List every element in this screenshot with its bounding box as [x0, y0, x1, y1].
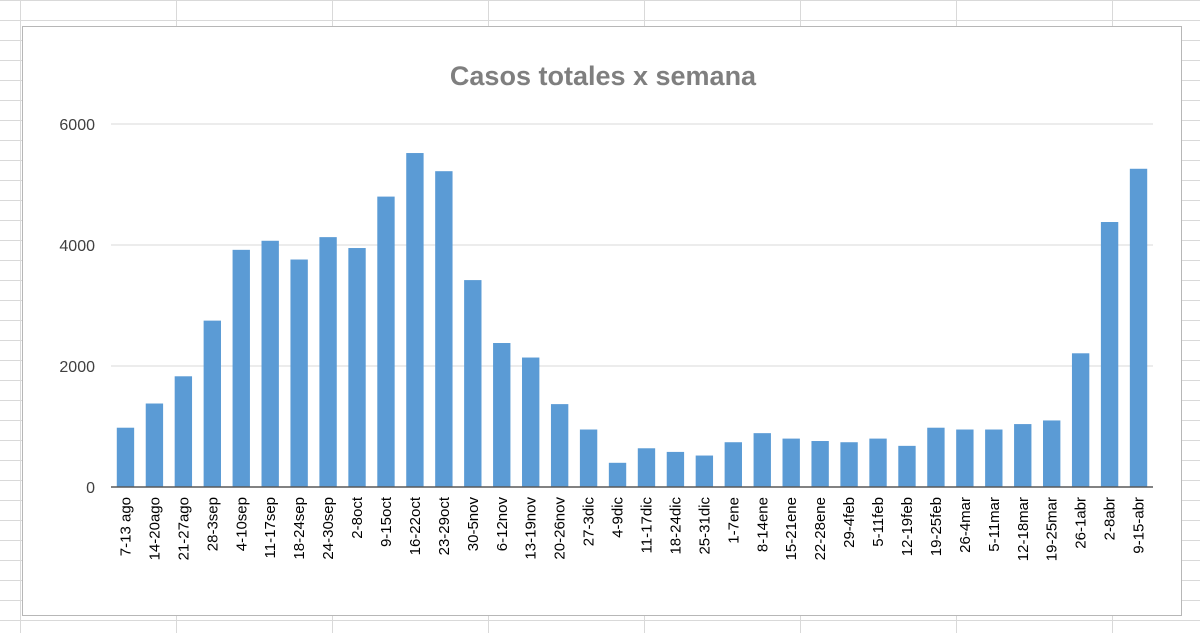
x-tick-label: 12-18mar — [1015, 497, 1032, 561]
y-tick-label: 2000 — [59, 359, 95, 376]
x-tick-label: 5-11feb — [870, 497, 887, 547]
gridlines — [111, 123, 1153, 367]
x-tick-label: 29-4feb — [841, 497, 858, 548]
bar — [753, 433, 771, 487]
x-tick-label: 26-1abr — [1073, 497, 1090, 549]
x-tick-label: 1-7ene — [725, 497, 742, 544]
bar — [956, 429, 974, 487]
bar — [608, 462, 627, 487]
bar — [406, 153, 424, 487]
bar — [261, 240, 279, 487]
x-tick-label: 22-28ene — [812, 497, 829, 560]
x-tick-label: 30-5nov — [465, 497, 482, 552]
bar — [782, 438, 800, 487]
x-tick-label: 5-11mar — [986, 497, 1003, 552]
bar — [232, 249, 250, 487]
bar — [637, 448, 656, 487]
bar — [869, 438, 887, 487]
x-tick-label: 6-12nov — [494, 497, 511, 552]
bar — [1014, 424, 1032, 487]
bar — [985, 429, 1003, 487]
bar — [1071, 353, 1090, 487]
x-tick-label: 21-27ago — [175, 497, 192, 560]
x-tick-label: 13-19nov — [523, 497, 540, 560]
x-tick-label: 4-9dic — [610, 497, 627, 538]
bar — [493, 343, 511, 487]
bar — [1129, 168, 1148, 487]
bar — [695, 455, 714, 487]
x-tick-label: 27-3dic — [581, 497, 598, 547]
x-tick-label: 2-8oct — [349, 496, 366, 539]
x-tick-label: 19-25feb — [928, 497, 945, 556]
x-tick-label: 14-20ago — [146, 497, 163, 560]
x-tick-label: 8-14ene — [754, 497, 771, 552]
y-tick-label: 4000 — [59, 238, 95, 255]
bar — [319, 237, 337, 487]
bar — [811, 441, 829, 487]
bar — [522, 357, 540, 487]
x-tick-label: 11-17sep — [262, 497, 279, 558]
bar — [724, 442, 742, 487]
x-tick-label: 26-4mar — [957, 497, 974, 553]
bars — [116, 153, 1148, 487]
bar — [464, 280, 482, 487]
y-tick-label: 6000 — [59, 117, 95, 134]
x-tick-label: 16-22oct — [407, 496, 424, 555]
x-tick-label: 18-24dic — [667, 497, 684, 555]
bar — [145, 403, 164, 487]
bar — [550, 404, 569, 487]
chart-title: Casos totales x semana — [450, 61, 757, 91]
chart-frame: Casos totales x semana 0 2000 4000 6000 7-1… — [22, 26, 1182, 616]
x-tick-label: 9-15-abr — [1131, 497, 1148, 554]
bar — [290, 259, 308, 487]
bar-chart: Casos totales x semana 0 2000 4000 6000 7-1… — [59, 61, 1153, 561]
bar — [1100, 222, 1119, 487]
bar — [579, 429, 598, 487]
x-tick-label: 23-29oct — [436, 496, 453, 555]
bar — [348, 248, 366, 487]
x-tick-label: 7-13 ago — [117, 497, 134, 556]
x-tick-label: 9-15oct — [378, 496, 395, 547]
bar — [666, 451, 685, 487]
x-tick-label: 28-3sep — [204, 497, 221, 551]
x-tick-label: 2-8abr — [1102, 497, 1119, 540]
x-tick-label: 11-17dic — [638, 497, 655, 554]
x-tick-label: 12-19feb — [899, 497, 916, 556]
x-tick-label: 24-30sep — [320, 497, 337, 560]
y-axis-ticks: 0 2000 4000 6000 — [59, 117, 95, 497]
x-tick-label: 25-31dic — [696, 497, 713, 555]
x-tick-label: 15-21ene — [783, 497, 800, 560]
x-tick-label: 19-25mar — [1044, 497, 1061, 561]
bar — [435, 171, 453, 487]
x-tick-label: 18-24sep — [291, 497, 308, 560]
bar — [174, 376, 193, 487]
x-axis-ticks: 7-13 ago 14-20ago 21-27ago 28-3sep 4-10sep 11… — [117, 496, 1147, 561]
y-tick-label: 0 — [86, 480, 95, 497]
bar — [898, 445, 916, 487]
bar — [377, 196, 395, 487]
bar — [203, 320, 221, 487]
x-tick-label: 20-26nov — [552, 497, 569, 560]
bar — [1043, 420, 1061, 487]
x-tick-label: 4-10sep — [233, 497, 250, 551]
bar — [927, 427, 945, 487]
bar — [840, 442, 858, 487]
bar — [116, 427, 135, 487]
